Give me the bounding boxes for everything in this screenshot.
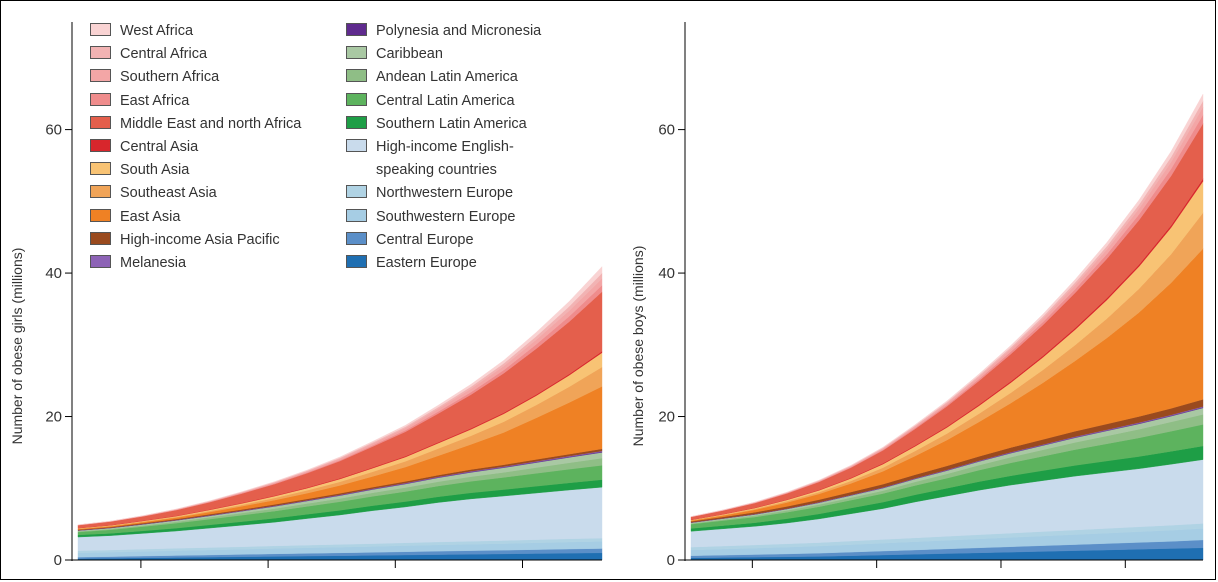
legend-label: East Asia bbox=[120, 208, 181, 225]
legend-swatch bbox=[346, 254, 367, 268]
legend-swatch bbox=[90, 115, 111, 129]
legend-label: Caribbean bbox=[376, 46, 443, 63]
area-west-africa bbox=[77, 266, 603, 526]
legend-swatch bbox=[346, 208, 367, 222]
legend-item-polynesia-and-micronesia: Polynesia and Micronesia bbox=[346, 20, 541, 43]
legend-swatch bbox=[90, 92, 111, 106]
y-axis-label: Number of obese boys (millions) bbox=[630, 246, 646, 447]
legend-label: Southwestern Europe bbox=[376, 208, 516, 225]
legend-column-2: Polynesia and Micronesia Caribbean Andean … bbox=[346, 20, 541, 275]
legend-label: High-income English-speaking countries bbox=[376, 138, 514, 178]
legend-label: South Asia bbox=[120, 162, 190, 179]
legend-label: Melanesia bbox=[120, 254, 187, 271]
legend-item-eastern-europe: Eastern Europe bbox=[346, 252, 536, 275]
legend-swatch bbox=[90, 208, 111, 222]
legend-label: East Africa bbox=[120, 92, 190, 109]
legend-label: Central Latin America bbox=[376, 92, 515, 109]
area-layers bbox=[690, 93, 1204, 561]
chart-panel-2: 0 20 40 60 Number of obese boys (millions) bbox=[630, 22, 1204, 569]
legend-swatch bbox=[90, 69, 111, 83]
legend-swatch bbox=[346, 69, 367, 83]
legend-swatch bbox=[90, 23, 111, 36]
legend-label: Central Africa bbox=[120, 46, 208, 63]
legend-item-central-latin-america: Central Latin America bbox=[346, 90, 536, 113]
y-tick-label: 20 bbox=[658, 409, 675, 426]
legend-label: Middle East and north Africa bbox=[120, 115, 302, 132]
area-layers bbox=[77, 266, 603, 561]
y-tick-label: 40 bbox=[45, 265, 62, 282]
y-axis-label: Number of obese girls (millions) bbox=[9, 248, 25, 445]
legend-swatch bbox=[90, 231, 111, 245]
legend-swatch bbox=[90, 138, 111, 152]
legend-swatch bbox=[346, 92, 367, 106]
y-tick-label: 60 bbox=[658, 122, 675, 139]
legend-item-central-europe: Central Europe bbox=[346, 229, 536, 252]
legend-swatch bbox=[346, 115, 367, 129]
legend-item-northwestern-europe: Northwestern Europe bbox=[346, 182, 536, 205]
legend-item-andean-latin-america: Andean Latin America bbox=[346, 66, 536, 89]
legend-swatch bbox=[90, 185, 111, 199]
legend-swatch bbox=[90, 254, 111, 268]
y-tick-label: 20 bbox=[45, 409, 62, 426]
area-west-africa bbox=[690, 93, 1204, 517]
legend-swatch bbox=[90, 46, 111, 60]
legend-label: Southern Africa bbox=[120, 69, 220, 86]
legend-swatch bbox=[346, 23, 367, 36]
legend-label: Eastern Europe bbox=[376, 254, 477, 271]
legend-label: Southeast Asia bbox=[120, 185, 217, 202]
legend-label: Southern Latin America bbox=[376, 115, 527, 132]
legend-label: Andean Latin America bbox=[376, 69, 518, 86]
legend-swatch bbox=[346, 138, 367, 152]
legend-label: Central Europe bbox=[376, 231, 474, 248]
legend-swatch bbox=[346, 46, 367, 60]
legend-item-high-income-english-speaking-countries: High-income English-speaking countries bbox=[346, 136, 536, 182]
legend-label: High-income Asia Pacific bbox=[120, 231, 280, 248]
y-tick-label: 60 bbox=[45, 122, 62, 139]
legend-item-southern-latin-america: Southern Latin America bbox=[346, 113, 536, 136]
y-tick-label: 0 bbox=[54, 552, 62, 569]
y-tick-label: 0 bbox=[667, 552, 675, 569]
legend-swatch bbox=[90, 162, 111, 176]
legend-label: Central Asia bbox=[120, 138, 199, 155]
legend-swatch bbox=[346, 185, 367, 199]
legend-label: Polynesia and Micronesia bbox=[376, 23, 542, 39]
y-tick-label: 40 bbox=[658, 265, 675, 282]
legend-item-caribbean: Caribbean bbox=[346, 43, 536, 66]
chart-panel-1: 0 20 40 60 Number of obese girls (millions) bbox=[9, 22, 603, 569]
legend-label: West Africa bbox=[120, 23, 194, 39]
legend-item-southwestern-europe: Southwestern Europe bbox=[346, 206, 536, 229]
legend-label: Northwestern Europe bbox=[376, 185, 514, 202]
legend: West Africa Central Africa Southern Africa… bbox=[90, 20, 570, 280]
legend-swatch bbox=[346, 231, 367, 245]
